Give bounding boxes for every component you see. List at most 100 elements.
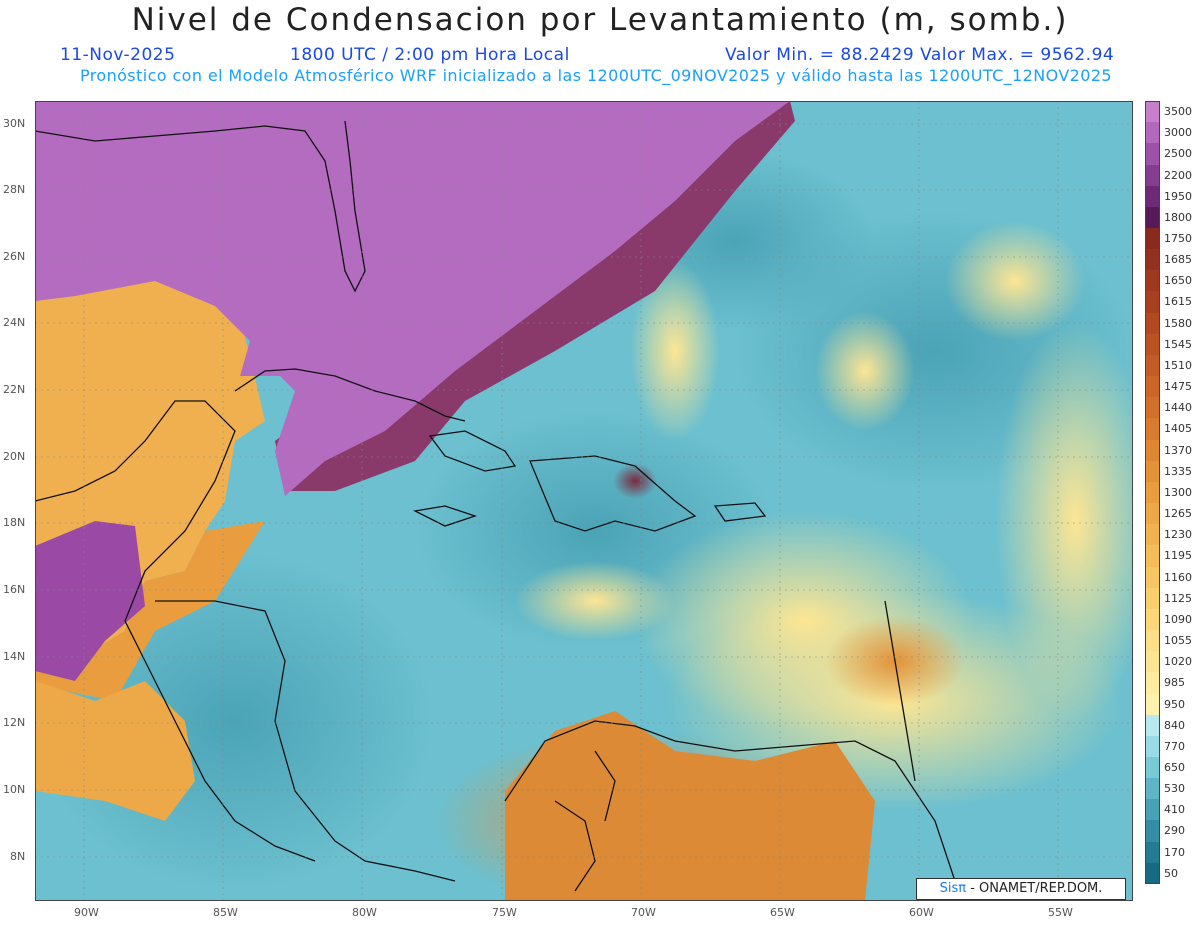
colorbar-swatch bbox=[1145, 185, 1160, 208]
colorbar-label: 1090 bbox=[1164, 612, 1192, 626]
purple-region-gulf bbox=[35, 101, 790, 496]
colorbar-swatch bbox=[1145, 418, 1160, 441]
lat-tick-label: 10N bbox=[3, 783, 26, 796]
map-panel bbox=[35, 101, 1133, 901]
colorbar-label: 1475 bbox=[1164, 380, 1192, 394]
colorbar-label: 1195 bbox=[1164, 549, 1192, 563]
forecast-info: Pronóstico con el Modelo Atmosférico WRF… bbox=[80, 66, 1112, 85]
colorbar-label: 1265 bbox=[1164, 507, 1192, 520]
colorbar-label: 650 bbox=[1164, 761, 1185, 774]
colorbar-swatch bbox=[1145, 630, 1160, 652]
colorbar-swatch bbox=[1145, 143, 1160, 165]
colorbar-swatch bbox=[1145, 376, 1160, 398]
colorbar-label: 530 bbox=[1164, 782, 1185, 796]
colorbar-label: 1800 bbox=[1164, 210, 1192, 224]
colorbar-label: 410 bbox=[1164, 803, 1185, 817]
coastlines bbox=[35, 120, 956, 892]
colorbar-label: 1580 bbox=[1164, 316, 1192, 330]
lat-tick-label: 26N bbox=[3, 250, 26, 263]
colorbar-label: 1020 bbox=[1164, 655, 1192, 669]
colorbar-label: 1650 bbox=[1164, 274, 1192, 288]
lat-tick-label: 16N bbox=[3, 583, 26, 596]
colorbar-swatch bbox=[1145, 820, 1160, 843]
colorbar-swatch bbox=[1145, 249, 1160, 271]
lon-tick-label: 65W bbox=[770, 906, 795, 919]
colorbar-swatch bbox=[1145, 587, 1160, 610]
colorbar-swatch bbox=[1145, 566, 1160, 589]
valid-time: 1800 UTC / 2:00 pm Hora Local bbox=[290, 45, 570, 65]
orange-region-central-america bbox=[35, 681, 195, 821]
colorbar-swatch bbox=[1145, 841, 1160, 864]
colorbar-label: 50 bbox=[1164, 866, 1178, 880]
colorbar-swatch bbox=[1145, 460, 1160, 483]
colorbar-swatch bbox=[1145, 228, 1160, 250]
lat-tick-label: 30N bbox=[3, 117, 26, 130]
colorbar-label: 1950 bbox=[1164, 189, 1192, 203]
colorbar-label: 950 bbox=[1164, 697, 1185, 711]
colorbar-label: 290 bbox=[1164, 824, 1185, 838]
colorbar-swatch bbox=[1145, 206, 1160, 229]
colorbar-swatch bbox=[1145, 862, 1160, 885]
lon-tick-label: 70W bbox=[631, 906, 656, 919]
colorbar-label: 1750 bbox=[1164, 232, 1192, 245]
colorbar-border bbox=[1145, 101, 1160, 884]
colorbar-swatch bbox=[1145, 651, 1160, 673]
lon-tick-label: 75W bbox=[492, 906, 517, 919]
lat-tick-label: 18N bbox=[3, 516, 26, 529]
valid-date: 11-Nov-2025 bbox=[60, 45, 176, 65]
colorbar-label: 1405 bbox=[1164, 422, 1192, 436]
colorbar-label: 3000 bbox=[1164, 126, 1192, 140]
colorbar-label: 170 bbox=[1164, 845, 1185, 859]
credit-text: - ONAMET/REP.DOM. bbox=[966, 881, 1103, 896]
lon-tick-label: 60W bbox=[909, 906, 934, 919]
colorbar-label: 3500 bbox=[1164, 105, 1192, 118]
colorbar-label: 840 bbox=[1164, 718, 1185, 732]
lat-tick-label: 8N bbox=[10, 850, 26, 863]
colorbar-swatch bbox=[1145, 757, 1160, 779]
colorbar-swatch bbox=[1145, 799, 1160, 821]
colorbar-swatch bbox=[1145, 312, 1160, 335]
colorbar-swatch bbox=[1145, 524, 1160, 546]
graticule bbox=[35, 101, 1133, 901]
lon-tick-label: 55W bbox=[1048, 906, 1073, 919]
colorbar-swatch bbox=[1145, 291, 1160, 314]
sispi-logo-text: Sisπ bbox=[939, 881, 967, 896]
chart-title: Nivel de Condensacion por Levantamiento … bbox=[131, 2, 1069, 38]
colorbar-label: 1685 bbox=[1164, 253, 1192, 267]
colorbar-label: 770 bbox=[1164, 739, 1185, 753]
colorbar-label: 1370 bbox=[1164, 443, 1192, 457]
colorbar-label: 1125 bbox=[1164, 591, 1192, 605]
lon-tick-label: 85W bbox=[213, 906, 238, 919]
lat-tick-label: 20N bbox=[3, 450, 26, 463]
orange-region-south-america bbox=[505, 711, 875, 901]
colorbar-swatch bbox=[1145, 101, 1160, 123]
colorbar-swatch bbox=[1145, 354, 1160, 377]
min-max-values: Valor Min. = 88.2429 Valor Max. = 9562.9… bbox=[725, 45, 1115, 65]
colorbar-swatch bbox=[1145, 714, 1160, 737]
colorbar-swatch bbox=[1145, 122, 1160, 144]
colorbar-label: 1230 bbox=[1164, 528, 1192, 542]
colorbar-label: 2200 bbox=[1164, 168, 1192, 182]
lon-tick-label: 90W bbox=[74, 906, 99, 919]
colorbar-swatch bbox=[1145, 397, 1160, 419]
colorbar-swatch bbox=[1145, 672, 1160, 694]
lat-tick-label: 14N bbox=[3, 650, 26, 663]
colorbar-swatch bbox=[1145, 693, 1160, 716]
colorbar-swatch bbox=[1145, 545, 1160, 568]
lat-tick-label: 28N bbox=[3, 183, 26, 196]
colorbar-swatch bbox=[1145, 481, 1160, 504]
colorbar-swatch bbox=[1145, 270, 1160, 292]
colorbar-label: 1510 bbox=[1164, 358, 1192, 372]
lat-tick-label: 12N bbox=[3, 716, 26, 729]
colorbar-label: 1300 bbox=[1164, 485, 1192, 499]
credit-box: Sisπ - ONAMET/REP.DOM. bbox=[916, 878, 1126, 900]
colorbar-swatch bbox=[1145, 735, 1160, 758]
colorbar-label: 1545 bbox=[1164, 337, 1192, 351]
colorbar-label: 2500 bbox=[1164, 147, 1192, 161]
lat-tick-label: 24N bbox=[3, 316, 26, 329]
colorbar-label: 1160 bbox=[1164, 570, 1192, 584]
purple-region-yucatan bbox=[35, 521, 145, 681]
colorbar-label: 1335 bbox=[1164, 464, 1192, 478]
colorbar-swatch bbox=[1145, 439, 1160, 462]
colorbar-label: 985 bbox=[1164, 676, 1185, 690]
